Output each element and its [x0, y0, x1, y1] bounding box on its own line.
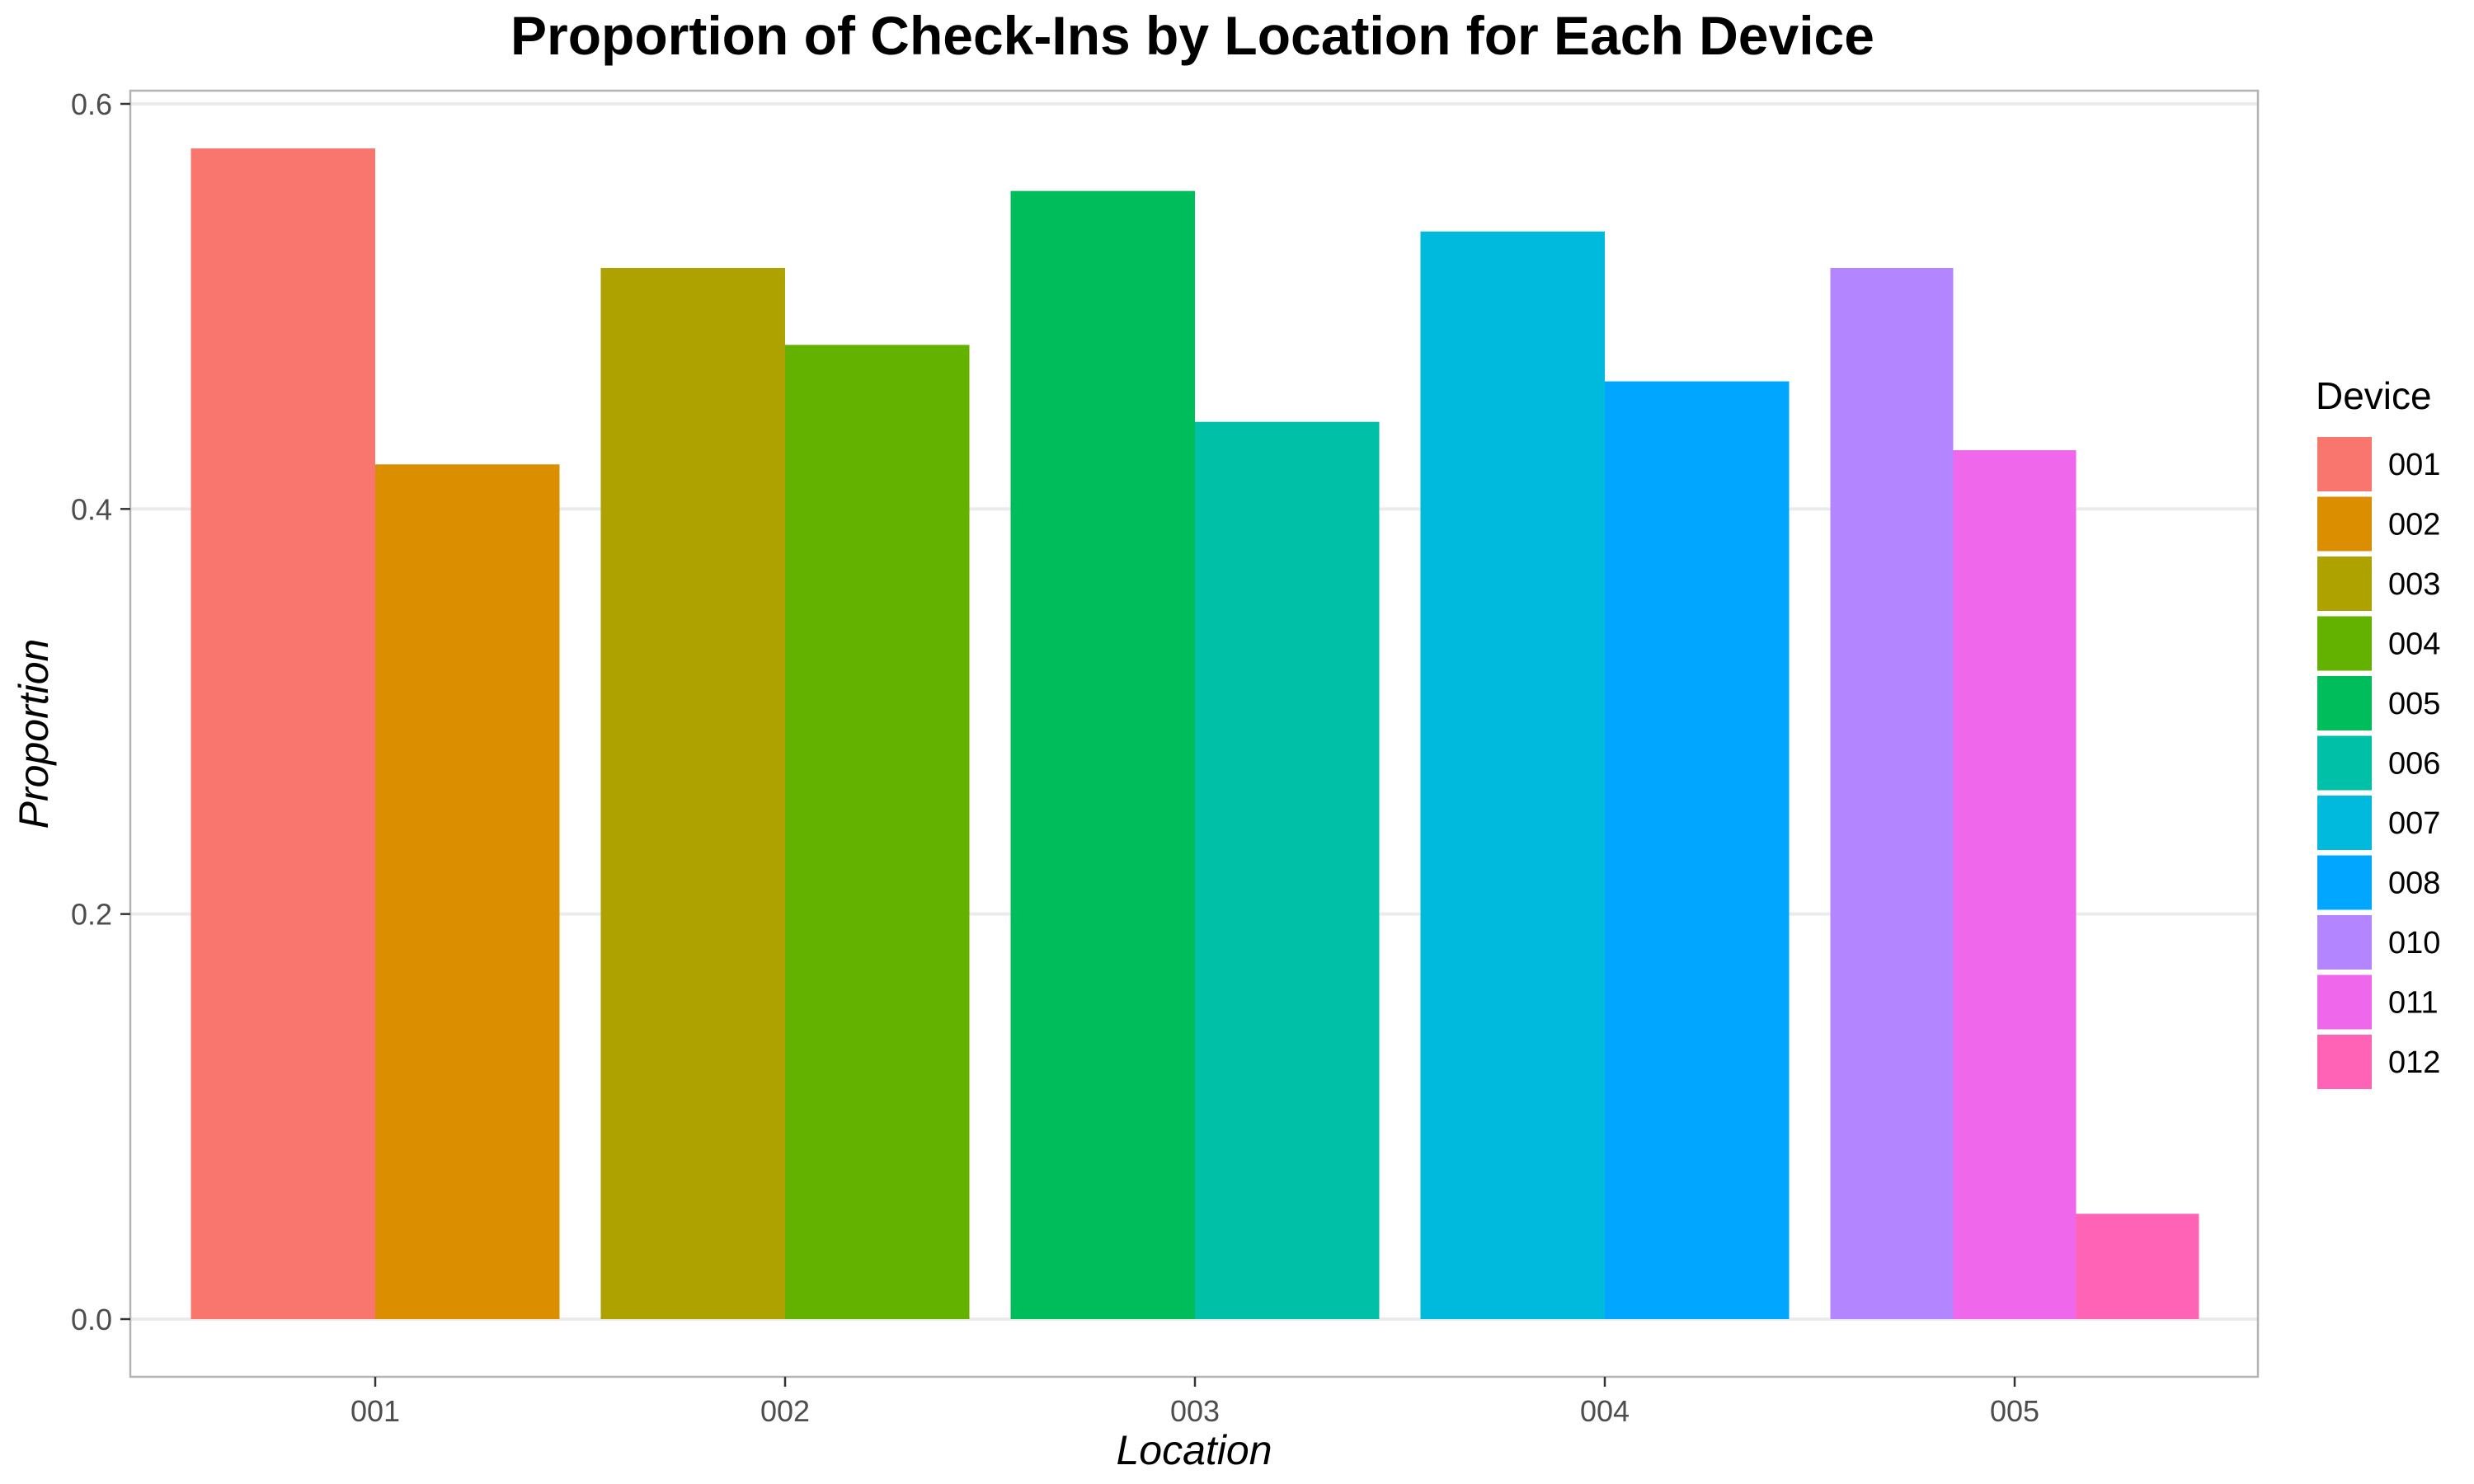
y-axis: 0.0 0.2 0.4 0.6	[71, 87, 130, 1336]
x-tick-label: 001	[350, 1394, 400, 1428]
legend-key-002	[2317, 496, 2372, 552]
legend-label-005: 005	[2388, 687, 2440, 721]
bar-location-005-device-010	[1830, 267, 1954, 1319]
legend-label-008: 008	[2388, 866, 2440, 901]
bar-location-005-device-012	[2076, 1214, 2199, 1319]
legend-label-006: 006	[2388, 747, 2440, 782]
x-axis-title: Location	[1116, 1427, 1272, 1473]
x-axis: 001 002 003 004 005	[350, 1377, 2039, 1428]
legend-key-004	[2317, 616, 2372, 671]
y-tick-label: 0.0	[71, 1303, 112, 1336]
y-tick-label: 0.2	[71, 898, 112, 932]
legend-label-012: 012	[2388, 1045, 2440, 1080]
chart-title: Proportion of Check-Ins by Location for …	[510, 5, 1874, 66]
legend-key-005	[2317, 676, 2372, 730]
bar-location-004-device-007	[1420, 231, 1605, 1319]
legend-label-007: 007	[2388, 806, 2440, 841]
bar-location-002-device-003	[600, 267, 785, 1319]
legend-label-004: 004	[2388, 627, 2440, 662]
y-axis-title: Proportion	[11, 639, 57, 829]
legend: Device 001 002 003 004 005 006 007 008 010 011 012	[2316, 374, 2440, 1089]
bar-location-001-device-002	[375, 464, 560, 1320]
legend-label-003: 003	[2388, 567, 2440, 602]
x-tick-label: 002	[760, 1394, 810, 1428]
legend-key-012	[2317, 1035, 2372, 1089]
legend-label-001: 001	[2388, 448, 2440, 482]
legend-key-003	[2317, 556, 2372, 611]
legend-key-001	[2317, 437, 2372, 491]
bar-location-003-device-006	[1195, 421, 1380, 1319]
legend-key-011	[2317, 974, 2372, 1030]
bar-location-004-device-008	[1605, 381, 1790, 1319]
legend-title: Device	[2316, 374, 2432, 417]
legend-label-011: 011	[2388, 986, 2439, 1021]
bar-location-003-device-005	[1010, 190, 1195, 1319]
x-tick-label: 004	[1580, 1394, 1630, 1428]
legend-label-010: 010	[2388, 926, 2440, 960]
bar-location-001-device-001	[190, 148, 375, 1320]
legend-key-007	[2317, 796, 2372, 850]
y-tick-label: 0.4	[71, 492, 112, 526]
x-tick-label: 003	[1170, 1394, 1220, 1428]
x-tick-label: 005	[1990, 1394, 2039, 1428]
legend-label-002: 002	[2388, 508, 2440, 542]
bar-location-002-device-004	[785, 345, 970, 1320]
legend-key-008	[2317, 855, 2372, 910]
bars	[190, 148, 2199, 1320]
y-tick-label: 0.6	[71, 87, 112, 121]
legend-key-010	[2317, 915, 2372, 970]
legend-key-006	[2317, 735, 2372, 791]
bar-location-005-device-011	[1953, 450, 2077, 1319]
